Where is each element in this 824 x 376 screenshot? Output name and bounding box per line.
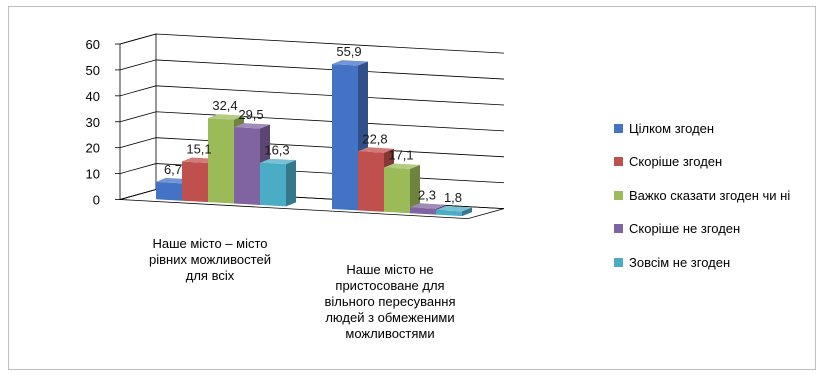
y-tick-label-0: 0: [93, 193, 100, 208]
data-label-1-1: 22,8: [362, 131, 387, 146]
bar-0-4: [260, 158, 296, 207]
bar-top: [260, 158, 296, 165]
legend-item-4: Зовсім не згоден: [614, 254, 820, 270]
y-tick-label-4: 40: [86, 89, 100, 104]
bar-front: [358, 151, 384, 212]
bar-front: [156, 181, 182, 201]
bar-top: [436, 205, 472, 212]
bar-front: [208, 118, 234, 204]
legend-label: Скоріше згоден: [629, 154, 723, 169]
legend-swatch: [614, 123, 623, 133]
bar-front: [234, 127, 260, 205]
legend-swatch: [614, 257, 623, 267]
category-label-line: Наше місто не: [346, 262, 434, 277]
category-label-line: Наше місто – місто: [152, 236, 268, 251]
data-label-1-4: 1,8: [444, 190, 462, 205]
bar-front: [260, 162, 286, 207]
bar-side: [462, 207, 472, 217]
legend-item-3: Скоріше не згоден: [614, 221, 820, 237]
bar-front: [332, 64, 358, 211]
legend-item-1: Скоріше згоден: [614, 154, 820, 170]
legend-label: Скоріше не згоден: [629, 221, 741, 236]
legend: Цілком згоден Скоріше згоден Важко сказати…: [614, 120, 820, 288]
data-label-0-0: 6,7: [164, 162, 182, 177]
bar-front: [182, 161, 208, 203]
bar-front: [436, 209, 462, 217]
category-label-line: людей з обмеженими: [325, 310, 455, 325]
gridline-5: [119, 59, 505, 80]
y-axis-ticks: 0 10 20 30 40 50 60: [86, 37, 120, 208]
legend-label: Важко сказати згоден чи ні: [629, 187, 791, 203]
category-label-not-adapted: Наше місто не пристосоване для вільного пе…: [300, 262, 480, 342]
category-label-line: для всіх: [185, 268, 235, 283]
chart-frame: [8, 6, 816, 370]
data-label-1-3: 2,3: [418, 187, 436, 202]
y-tick-label-1: 10: [86, 167, 100, 182]
data-label-0-1: 15,1: [186, 142, 211, 157]
data-label-0-4: 16,3: [264, 143, 289, 158]
legend-swatch: [614, 157, 623, 166]
bar-top: [332, 60, 368, 66]
bar-1-2: [384, 163, 420, 214]
bars: [156, 60, 472, 217]
legend-label: Зовсім не згоден: [629, 254, 731, 270]
bar-side: [286, 160, 296, 207]
data-label-1-0: 55,9: [336, 44, 361, 59]
gridline-6: [119, 33, 505, 54]
y-tick-label-2: 20: [86, 141, 100, 156]
bar-1-4: [436, 205, 472, 217]
category-label-line: вільного пересування: [324, 294, 456, 309]
data-label-0-3: 29,5: [238, 107, 263, 122]
gridline-3: [119, 111, 505, 132]
gridline-2: [119, 137, 505, 158]
bar-side: [410, 164, 420, 214]
bar-front: [384, 167, 410, 214]
category-label-line: можливостями: [345, 326, 435, 341]
gridline-4: [119, 85, 505, 106]
data-label-0-2: 32,4: [212, 98, 237, 113]
bar-top: [208, 114, 244, 120]
bar-top: [410, 203, 446, 209]
legend-item-2: Важко сказати згоден чи ні: [614, 187, 820, 203]
bar-top: [358, 147, 394, 153]
category-label-equal-opportunities: Наше місто – місто рівних можливостей для …: [120, 236, 300, 284]
data-labels: 6,7 15,1 32,429,5 16,3 55,9 22,817,1 2,3 1,8: [164, 44, 462, 205]
legend-swatch: [614, 190, 623, 200]
legend-item-0: Цілком згоден: [614, 120, 820, 136]
bar-top: [234, 123, 270, 129]
bar-front: [410, 207, 436, 215]
y-tick-label-5: 50: [86, 63, 100, 78]
data-label-1-2: 17,1: [388, 147, 413, 162]
category-label-line: рівних можливостей: [149, 252, 271, 267]
category-label-line: пристосоване для: [335, 278, 445, 293]
legend-label: Цілком згоден: [629, 120, 715, 136]
bar-top: [384, 163, 420, 169]
y-tick-label-6: 60: [86, 37, 100, 52]
y-tick-label-3: 30: [86, 115, 100, 130]
legend-swatch: [614, 224, 623, 233]
